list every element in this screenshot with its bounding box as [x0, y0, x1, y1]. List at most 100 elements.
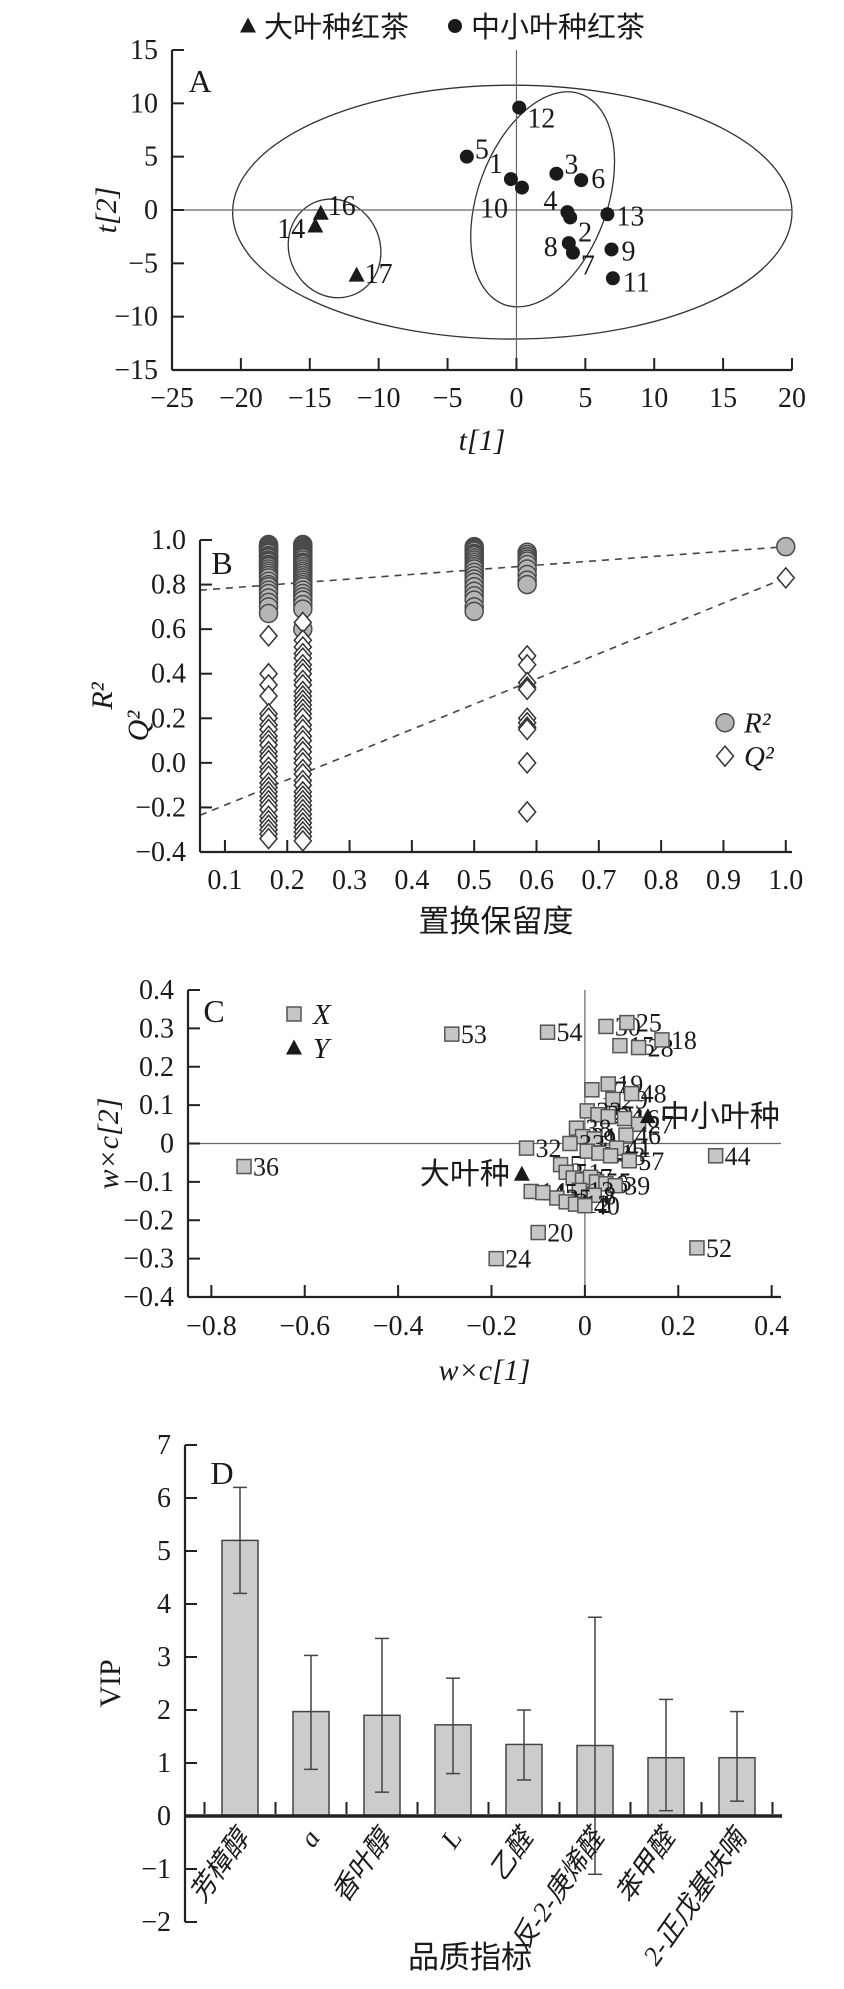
y-tick-label: 0.8: [151, 570, 186, 601]
legend-triangle-icon: [286, 1039, 302, 1055]
panel-label: C: [203, 993, 224, 1029]
x-variable-point: [707, 1148, 724, 1164]
legend-label: X: [312, 999, 332, 1031]
point-label: 46: [635, 1121, 661, 1150]
x-variable-point: [618, 1127, 634, 1143]
trend-line: [199, 577, 787, 816]
q2-point: [293, 829, 313, 853]
y-variable-point: [513, 1165, 530, 1181]
point-label: 54: [557, 1018, 583, 1047]
y-axis-title: w×c[2]: [92, 1098, 125, 1190]
trend-line: [199, 545, 786, 591]
x-variable-point: [488, 1250, 504, 1267]
x-tick-label: 5: [578, 383, 592, 414]
y-tick-label: −15: [114, 355, 158, 386]
point-label: 39: [624, 1172, 650, 1201]
x-tick-label: −0.4: [373, 1311, 424, 1342]
y-tick-label: 10: [130, 88, 158, 119]
legend-circle-icon: [448, 19, 462, 33]
x-tick-label: −10: [357, 383, 401, 414]
y-tick-label: −0.4: [123, 1282, 174, 1313]
x-tick-label: −0.8: [186, 1311, 237, 1342]
point-label: 8: [603, 1181, 616, 1210]
x-variable-point: [621, 1153, 637, 1169]
point-label: 10: [480, 194, 508, 225]
y-tick-label: 0.2: [151, 703, 186, 734]
point-label: 57: [638, 1147, 664, 1176]
category-label: 芳樟醇: [184, 1821, 257, 1908]
legend-label: 大叶种红茶: [264, 11, 409, 44]
point-label: 12: [527, 104, 555, 135]
data-point: [459, 149, 474, 164]
point-label: 7: [581, 251, 595, 282]
q2-point: [517, 718, 537, 741]
y-tick-label: 2: [157, 1695, 171, 1726]
x-tick-label: 0.1: [207, 865, 242, 896]
x-axis-title: t[1]: [459, 424, 506, 457]
y-tick-label: 15: [130, 35, 158, 66]
y-tick-label: −10: [114, 302, 158, 333]
legend-label: Q²: [744, 741, 775, 773]
y-tick-label: −1: [141, 1854, 171, 1885]
y-tick-label: −2: [141, 1907, 171, 1938]
panel-label: B: [211, 545, 232, 581]
x-axis-title: 置换保留度: [419, 904, 574, 939]
x-tick-label: 10: [640, 383, 668, 414]
data-point: [604, 242, 619, 257]
y-tick-label: −5: [128, 248, 158, 279]
data-point: [307, 217, 324, 233]
y-tick-label: 0.0: [151, 748, 186, 779]
y-variable-point: [639, 1108, 656, 1124]
x-tick-label: −0.2: [466, 1311, 517, 1342]
category-label: L: [434, 1824, 468, 1854]
y-tick-label: 0.2: [139, 1052, 174, 1083]
annotation-label: 中小叶种: [660, 1101, 780, 1134]
y-tick-label: 0.6: [151, 614, 186, 645]
x-variable-point: [623, 1085, 640, 1102]
y-tick-label: 0.4: [151, 659, 186, 690]
annotation-label: 大叶种: [420, 1158, 510, 1191]
y-axis-title: VIP: [94, 1659, 127, 1707]
x-tick-label: 15: [709, 383, 737, 414]
confidence-ellipse: [231, 84, 793, 340]
x-tick-label: 0.4: [394, 865, 429, 896]
point-label: 5: [475, 135, 489, 166]
panel-b-permutation-plot: −0.4 −0.2 0.0 0.2 0.4 0.6 0.8 1.0 0.1 0.2 0.3 0.4 0.…: [86, 525, 803, 939]
x-axis-title: w×c[1]: [439, 1354, 531, 1387]
y-tick-label: 4: [157, 1589, 171, 1620]
point-label: 8: [544, 232, 558, 263]
q2-point: [776, 566, 796, 590]
category-label: a: [294, 1824, 326, 1852]
category-label: 乙醛: [483, 1821, 541, 1886]
point-label: 17: [365, 259, 393, 290]
point-label: 53: [461, 1020, 487, 1049]
x-tick-label: 0.6: [519, 865, 554, 896]
y-tick-label: 1.0: [151, 525, 186, 556]
x-tick-label: 20: [778, 383, 806, 414]
r2-point: [258, 603, 279, 624]
x-variable-point: [518, 1140, 535, 1156]
x-variable-point: [535, 1184, 551, 1201]
x-tick-label: −5: [433, 383, 463, 414]
y-tick-label: 0: [157, 1801, 171, 1832]
point-label: 11: [623, 267, 650, 298]
data-point: [563, 210, 578, 225]
point-label: 3: [564, 150, 578, 181]
r2-point: [464, 601, 484, 622]
x-tick-label: 1.0: [768, 865, 803, 896]
point-label: 44: [725, 1142, 751, 1171]
x-tick-label: 0.2: [270, 865, 305, 896]
y-tick-label: 0.4: [139, 975, 174, 1006]
data-point: [549, 166, 564, 181]
x-variable-point: [530, 1224, 546, 1241]
point-label: 2: [578, 217, 592, 248]
x-variable-point: [689, 1240, 705, 1256]
legend-diamond-icon: [715, 745, 735, 768]
category-label: 香叶醇: [326, 1821, 399, 1908]
x-variable-point: [619, 1014, 635, 1031]
q2-point: [259, 624, 279, 647]
q2-point: [517, 678, 537, 701]
x-tick-label: −20: [219, 383, 263, 414]
